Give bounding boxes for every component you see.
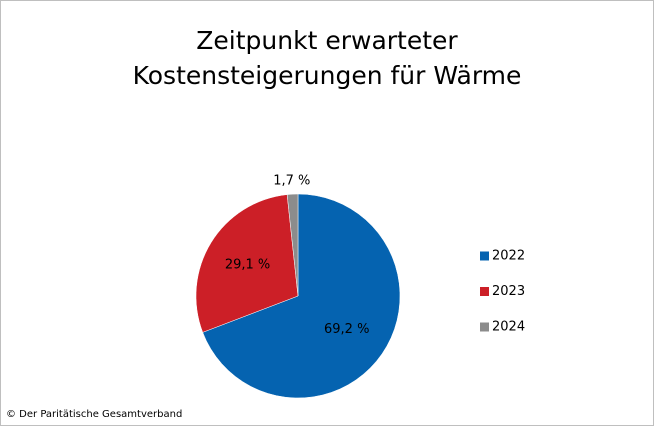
pie-slice xyxy=(195,194,299,333)
pie-slice xyxy=(202,193,401,399)
legend-label: 2023 xyxy=(492,284,525,299)
legend-label: 2022 xyxy=(492,249,525,264)
legend-swatch xyxy=(480,287,489,296)
chart-title: Kostensteigerungen für Wärme xyxy=(133,61,522,90)
legend-swatch xyxy=(480,251,489,261)
data-label: 1,7 % xyxy=(273,173,310,188)
data-label: 29,1 % xyxy=(225,258,270,273)
legend-swatch xyxy=(480,322,489,332)
legend-label: 2024 xyxy=(492,320,525,335)
source-note: © Der Paritätische Gesamtverband xyxy=(6,409,182,420)
data-label: 69,2 % xyxy=(324,322,369,337)
pie-slice xyxy=(286,193,299,297)
chart-title: Zeitpunkt erwarteter xyxy=(196,26,458,55)
